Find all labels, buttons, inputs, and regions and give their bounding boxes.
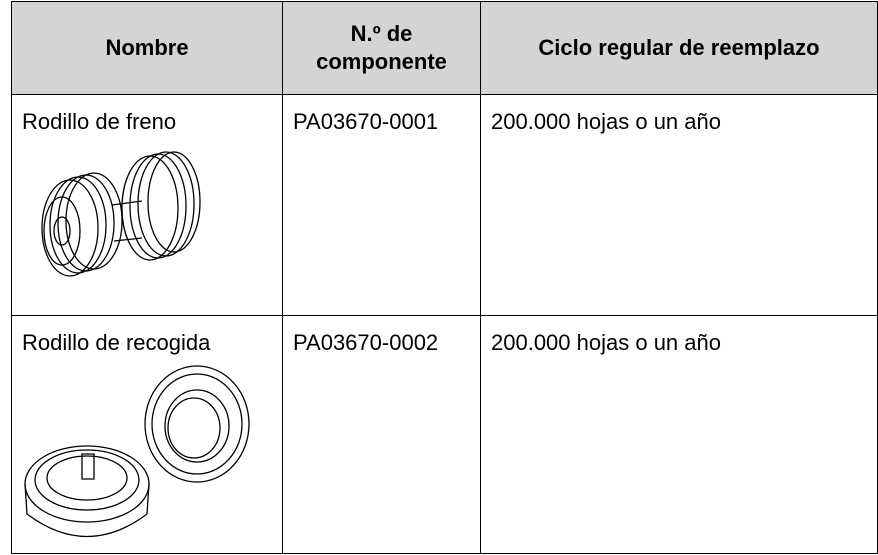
parts-table: Nombre N.º de componente Ciclo regular d… — [11, 1, 878, 554]
pick-roller-illustration — [24, 365, 250, 538]
brake-roller-illustration — [41, 151, 201, 277]
cell: PA03670-0001 — [282, 94, 481, 316]
cell-text: Rodillo de freno — [22, 109, 177, 134]
header-cell: Ciclo regular de reemplazo — [480, 1, 878, 95]
header-cell: Nombre — [11, 1, 283, 95]
cell-text: Rodillo de recogida — [22, 330, 211, 355]
cell: 200.000 hojas o un año — [480, 94, 878, 316]
cell: 200.000 hojas o un año — [480, 315, 878, 554]
table-row: Rodillo de recogida PA03670-0002 200.000… — [11, 315, 878, 554]
header-row: Nombre N.º de componente Ciclo regular d… — [11, 1, 878, 95]
header-cell: N.º de componente — [282, 1, 481, 95]
cell: Rodillo de recogida — [11, 315, 283, 554]
cell: PA03670-0002 — [282, 315, 481, 554]
table-row: Rodillo de freno PA03670-0001 200.000 ho… — [11, 94, 878, 316]
cell: Rodillo de freno — [11, 94, 283, 316]
header-text: N.º de componente — [316, 21, 447, 74]
